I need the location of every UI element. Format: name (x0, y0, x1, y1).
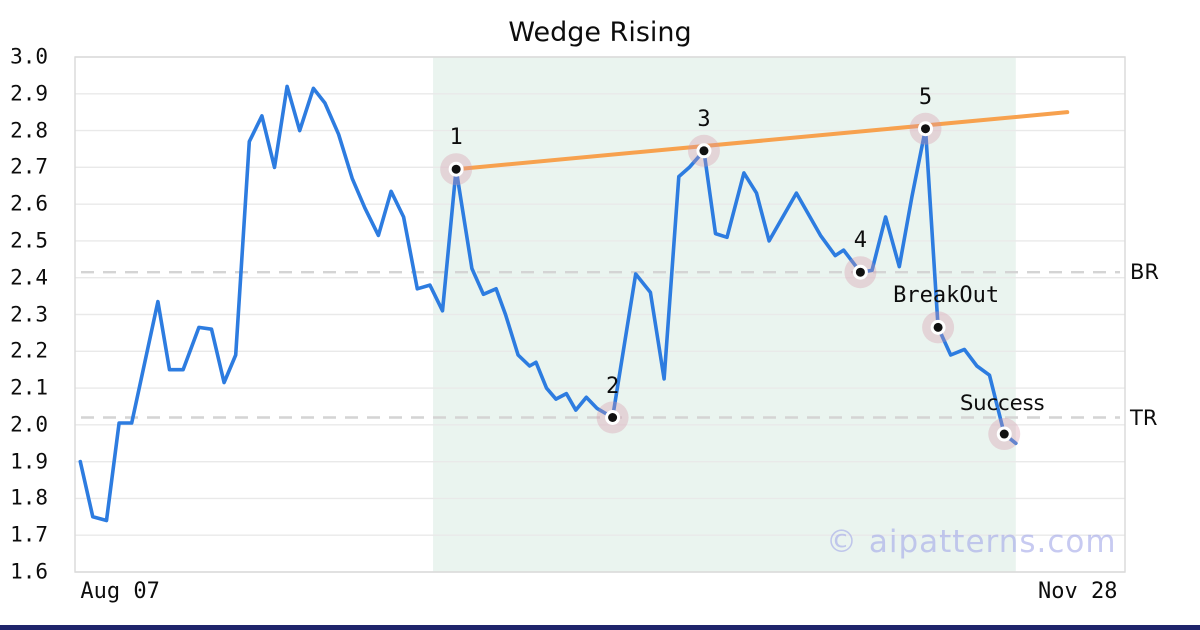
y-tick-label: 1.6 (10, 559, 48, 584)
y-tick-label: 1.8 (10, 485, 48, 510)
marker-dot (933, 322, 943, 332)
y-tick-label: 2.1 (10, 375, 48, 400)
point-label-success: Success (959, 391, 1045, 416)
y-tick-label: 2.6 (10, 191, 48, 216)
y-tick-label: 3.0 (10, 44, 48, 69)
x-tick-label: Aug 07 (80, 579, 160, 604)
y-tick-label: 2.9 (10, 81, 48, 106)
trend-line (454, 110, 1070, 172)
marker-dot (451, 164, 461, 174)
marker-dot (608, 413, 618, 422)
plot-border (74, 56, 1126, 573)
marker-dot (999, 429, 1009, 439)
y-tick-label: 1.7 (10, 522, 48, 547)
point-label-3: 3 (697, 106, 711, 132)
bottom-accent-bar (0, 625, 1200, 630)
level-label-tr: TR (1130, 405, 1158, 430)
y-tick-label: 2.0 (10, 412, 48, 437)
point-label-1: 1 (449, 125, 463, 151)
level-label-br: BR (1130, 260, 1159, 285)
y-tick-label: 1.9 (10, 449, 48, 474)
y-tick-label: 2.4 (10, 265, 48, 290)
point-label-5: 5 (918, 84, 933, 110)
marker-dot (921, 124, 930, 134)
chart-title: Wedge Rising (508, 17, 692, 48)
point-label-2: 2 (605, 373, 620, 399)
x-tick-label: Nov 28 (1038, 579, 1118, 604)
y-tick-label: 2.3 (10, 302, 48, 326)
point-label-4: 4 (853, 228, 868, 254)
marker-dot (855, 267, 865, 277)
point-label-breakout: BreakOut (893, 283, 1000, 309)
marker-dot (699, 146, 709, 156)
y-tick-label: 2.5 (10, 228, 48, 253)
y-tick-label: 2.2 (10, 338, 48, 363)
y-tick-label: 2.7 (10, 154, 48, 179)
y-tick-label: 2.8 (10, 118, 48, 143)
